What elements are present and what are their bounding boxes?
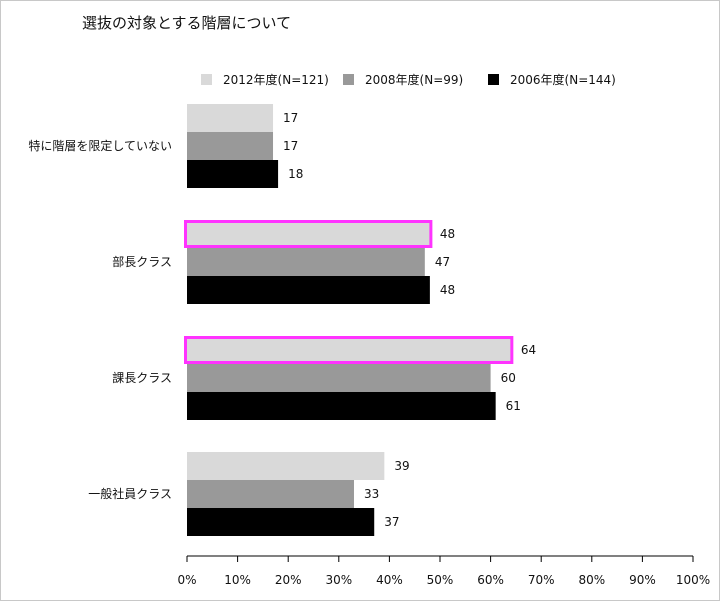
bar xyxy=(187,508,375,536)
legend-label: 2006年度(N=144) xyxy=(510,72,616,87)
legend: 2012年度(N=121) 2008年度(N=99) 2006年度(N=144) xyxy=(201,72,616,87)
value-label: 60 xyxy=(501,371,516,385)
x-tick-label: 10% xyxy=(224,573,251,587)
category-label: 課長クラス xyxy=(112,370,172,385)
bar xyxy=(187,160,279,188)
value-label: 47 xyxy=(435,255,450,269)
value-label: 37 xyxy=(384,515,399,529)
bar xyxy=(187,132,274,160)
bars xyxy=(184,104,514,536)
legend-label: 2012年度(N=121) xyxy=(223,72,329,87)
legend-swatch xyxy=(343,74,354,85)
bar xyxy=(187,452,385,480)
x-tick-label: 70% xyxy=(528,573,555,587)
value-label: 48 xyxy=(440,227,455,241)
x-tick-label: 100% xyxy=(676,573,710,587)
value-label: 18 xyxy=(288,167,303,181)
chart-title: 選抜の対象とする階層について xyxy=(82,14,291,32)
x-tick-label: 90% xyxy=(629,573,656,587)
x-axis: 0% 10% 20% 30% 40% 50% 60% 70% 80% 90% 100% xyxy=(177,555,710,587)
legend-swatch xyxy=(201,74,212,85)
value-label: 64 xyxy=(521,343,536,357)
bar xyxy=(187,336,511,364)
value-label: 48 xyxy=(440,283,455,297)
bar xyxy=(187,276,430,304)
category-label: 部長クラス xyxy=(112,254,172,269)
x-tick-label: 20% xyxy=(275,573,302,587)
value-label: 17 xyxy=(283,139,298,153)
value-label: 17 xyxy=(283,111,298,125)
x-tick-label: 50% xyxy=(427,573,454,587)
highlight-box xyxy=(184,336,514,364)
value-label: 61 xyxy=(506,399,521,413)
legend-label: 2008年度(N=99) xyxy=(365,72,463,87)
legend-swatch xyxy=(488,74,499,85)
bar xyxy=(187,104,274,132)
bar xyxy=(187,480,354,508)
bar xyxy=(187,248,425,276)
x-tick-label: 0% xyxy=(177,573,196,587)
value-label: 33 xyxy=(364,487,379,501)
x-tick-label: 80% xyxy=(578,573,605,587)
bar xyxy=(187,364,491,392)
x-tick-label: 60% xyxy=(477,573,504,587)
bar xyxy=(187,392,496,420)
highlight-box xyxy=(184,220,433,248)
value-label: 39 xyxy=(394,459,409,473)
x-tick-label: 30% xyxy=(325,573,352,587)
x-tick-label: 40% xyxy=(376,573,403,587)
category-label: 特に階層を限定していない xyxy=(28,138,172,153)
category-label: 一般社員クラス xyxy=(88,486,172,501)
bar xyxy=(187,220,430,248)
value-labels: 17 17 18 48 47 48 64 60 61 39 33 37 xyxy=(283,111,536,529)
